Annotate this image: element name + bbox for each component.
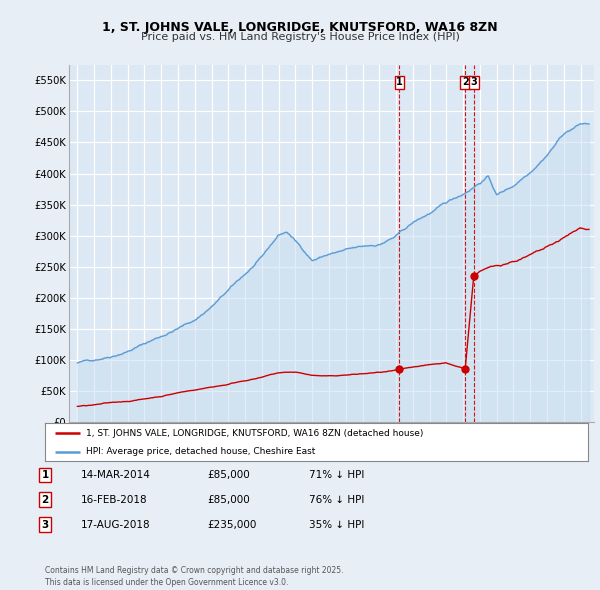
Text: 14-MAR-2014: 14-MAR-2014: [81, 470, 151, 480]
Text: 71% ↓ HPI: 71% ↓ HPI: [309, 470, 364, 480]
Text: 3: 3: [41, 520, 49, 529]
Text: £85,000: £85,000: [207, 470, 250, 480]
Text: £85,000: £85,000: [207, 495, 250, 504]
Text: £235,000: £235,000: [207, 520, 256, 529]
Text: 35% ↓ HPI: 35% ↓ HPI: [309, 520, 364, 529]
Text: 1: 1: [41, 470, 49, 480]
Text: 2: 2: [462, 77, 469, 87]
Text: 1, ST. JOHNS VALE, LONGRIDGE, KNUTSFORD, WA16 8ZN: 1, ST. JOHNS VALE, LONGRIDGE, KNUTSFORD,…: [102, 21, 498, 34]
Text: 3: 3: [470, 77, 477, 87]
Text: 1: 1: [396, 77, 403, 87]
Text: 2: 2: [41, 495, 49, 504]
Text: Price paid vs. HM Land Registry's House Price Index (HPI): Price paid vs. HM Land Registry's House …: [140, 32, 460, 42]
Text: 76% ↓ HPI: 76% ↓ HPI: [309, 495, 364, 504]
Text: Contains HM Land Registry data © Crown copyright and database right 2025.
This d: Contains HM Land Registry data © Crown c…: [45, 566, 343, 587]
Text: 17-AUG-2018: 17-AUG-2018: [81, 520, 151, 529]
Text: 16-FEB-2018: 16-FEB-2018: [81, 495, 148, 504]
Text: 1, ST. JOHNS VALE, LONGRIDGE, KNUTSFORD, WA16 8ZN (detached house): 1, ST. JOHNS VALE, LONGRIDGE, KNUTSFORD,…: [86, 429, 423, 438]
Text: HPI: Average price, detached house, Cheshire East: HPI: Average price, detached house, Ches…: [86, 447, 315, 456]
